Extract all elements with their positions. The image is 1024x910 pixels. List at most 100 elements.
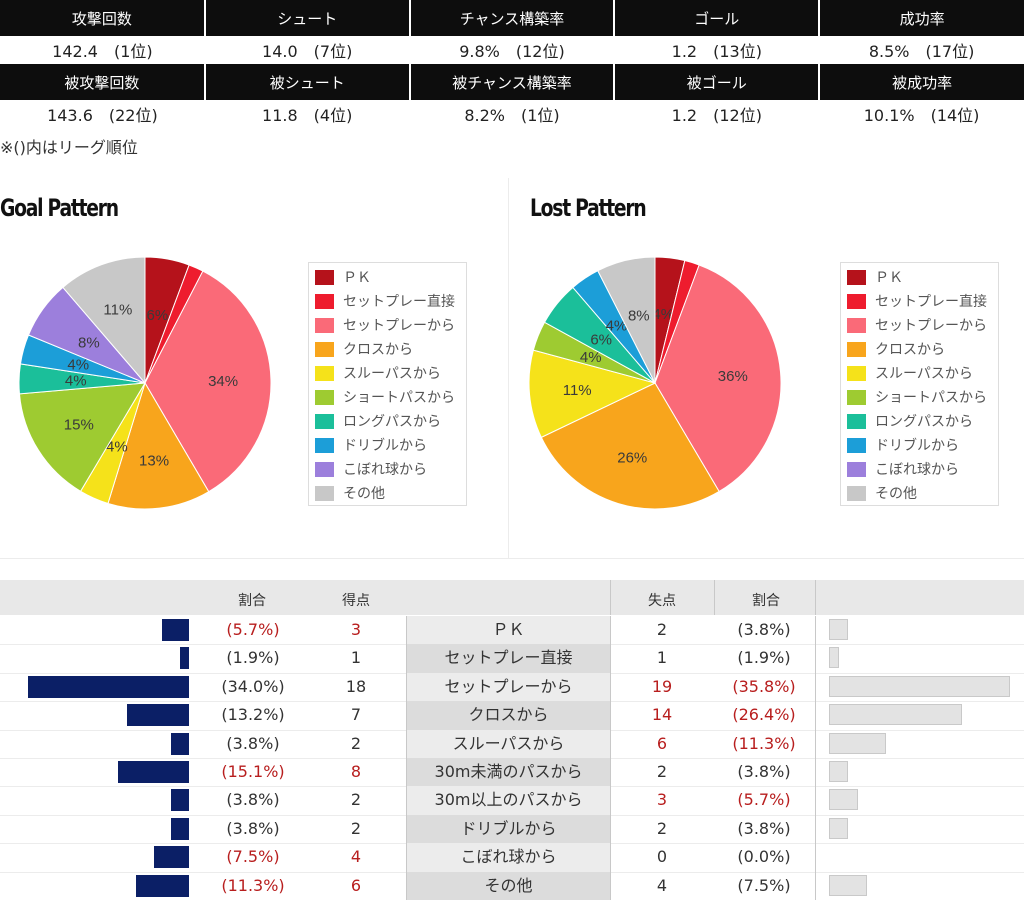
category-cell: スルーパスから bbox=[407, 729, 610, 758]
legend-item: こぼれ球から bbox=[847, 457, 959, 481]
goal-ratio-bar bbox=[28, 675, 189, 698]
legend-item: クロスから bbox=[315, 337, 413, 361]
legend-swatch bbox=[847, 413, 866, 429]
legend-swatch bbox=[315, 413, 334, 429]
legend-item: スルーパスから bbox=[315, 361, 441, 385]
stat-value: 1.2 (12位) bbox=[614, 100, 820, 128]
pie-slice-label: 4% bbox=[580, 349, 602, 366]
goal-pattern-title: Goal Pattern bbox=[0, 194, 119, 222]
lost-pattern-pie: 4%36%26%11%4%6%4%8% bbox=[528, 256, 782, 510]
conceded-cell: 2 bbox=[656, 620, 668, 639]
goal-pattern-pie: 6%34%13%4%15%4%4%8%11% bbox=[18, 256, 272, 510]
pie-slice-label: 11% bbox=[563, 382, 592, 399]
stat-header: ゴール bbox=[613, 0, 820, 36]
goals-cell: 8 bbox=[350, 762, 362, 781]
goal-ratio-cell: (7.5%) bbox=[226, 847, 280, 867]
legend-label: ドリブルから bbox=[343, 438, 427, 454]
conceded-cell: 4 bbox=[656, 875, 668, 895]
conceded-ratio-cell: (0.0%) bbox=[737, 847, 791, 867]
legend-swatch bbox=[847, 365, 866, 381]
stat-value: 142.4 (1位) bbox=[0, 36, 205, 64]
legend-item: ＰＫ bbox=[847, 265, 903, 289]
goals-cell: 18 bbox=[345, 676, 367, 696]
goal-ratio-bar bbox=[171, 817, 189, 840]
legend-swatch bbox=[315, 269, 334, 285]
goal-ratio-cell: (3.8%) bbox=[226, 818, 280, 838]
breakdown-header: 割合 得点 失点 割合 bbox=[0, 580, 1024, 615]
pie-slice bbox=[62, 256, 146, 385]
conceded-ratio-bar bbox=[829, 789, 858, 811]
stat-value: 10.1% (14位) bbox=[819, 100, 1024, 128]
goals-cell: 6 bbox=[350, 875, 362, 895]
conceded-ratio-cell: (7.5%) bbox=[737, 875, 791, 895]
pie-slice bbox=[654, 264, 782, 493]
stat-header: 被ゴール bbox=[613, 64, 820, 100]
legend-label: ＰＫ bbox=[875, 270, 903, 286]
legend-label: ロングパスから bbox=[875, 414, 973, 430]
legend-swatch bbox=[315, 365, 334, 381]
conceded-header: 失点 bbox=[648, 593, 676, 609]
goal-ratio-cell: (11.3%) bbox=[221, 875, 285, 895]
legend-label: ショートパスから bbox=[875, 390, 987, 406]
defense-value-row: 143.6 (22位) 11.8 (4位) 8.2% (1位) 1.2 (12位… bbox=[0, 100, 1024, 128]
rank-note: ※()内はリーグ順位 bbox=[0, 138, 138, 157]
pie-slice bbox=[107, 381, 210, 510]
goal-ratio-bar bbox=[162, 619, 189, 641]
pie-slice bbox=[18, 382, 146, 492]
conceded-ratio-bar bbox=[829, 732, 887, 754]
category-cell: ドリブルから bbox=[407, 814, 610, 844]
conceded-ratio-bar bbox=[829, 647, 839, 669]
attack-value-row: 142.4 (1位) 14.0 (7位) 9.8% (12位) 1.2 (13位… bbox=[0, 36, 1024, 64]
goals-cell: 3 bbox=[350, 620, 362, 639]
legend-item: ドリブルから bbox=[847, 433, 959, 457]
legend-label: ドリブルから bbox=[875, 438, 959, 454]
legend-item: セットプレーから bbox=[315, 313, 455, 337]
column-divider bbox=[815, 616, 816, 900]
goal-ratio-cell: (3.8%) bbox=[226, 790, 280, 810]
pie-slice-label: 8% bbox=[628, 308, 650, 325]
legend-swatch bbox=[847, 437, 866, 453]
legend-label: クロスから bbox=[343, 342, 413, 358]
legend-swatch bbox=[315, 485, 334, 501]
legend-item: セットプレーから bbox=[847, 313, 987, 337]
pie-slice-label: 8% bbox=[78, 334, 100, 351]
pie-slice-label: 6% bbox=[146, 307, 168, 324]
conceded-cell: 3 bbox=[656, 790, 668, 810]
legend-swatch bbox=[847, 317, 866, 333]
legend-swatch bbox=[847, 341, 866, 357]
goals-cell: 2 bbox=[350, 818, 362, 838]
category-cell: セットプレーから bbox=[407, 672, 610, 702]
legend-swatch bbox=[315, 317, 334, 333]
pie-slice-label: 26% bbox=[617, 450, 647, 467]
legend-item: ショートパスから bbox=[847, 385, 987, 409]
breakdown-row: (5.7%) 3 ＰＫ 2 (3.8%) bbox=[0, 616, 1024, 645]
legend-swatch bbox=[315, 437, 334, 453]
attack-header-row: 攻撃回数 シュート チャンス構築率 ゴール 成功率 bbox=[0, 0, 1024, 36]
defense-header-row: 被攻撃回数 被シュート 被チャンス構築率 被ゴール 被成功率 bbox=[0, 64, 1024, 100]
conceded-ratio-bar bbox=[829, 675, 1010, 697]
pie-slice-label: 34% bbox=[208, 373, 238, 390]
stat-value: 1.2 (13位) bbox=[614, 36, 820, 64]
stat-header: 被チャンス構築率 bbox=[408, 64, 615, 100]
goal-ratio-bar bbox=[126, 704, 189, 727]
goal-ratio-bar bbox=[153, 846, 189, 869]
legend-swatch bbox=[315, 461, 334, 477]
goal-ratio-cell: (5.7%) bbox=[226, 620, 280, 639]
conceded-cell: 2 bbox=[656, 818, 668, 838]
conceded-ratio-bar bbox=[829, 704, 963, 726]
goal-ratio-bar bbox=[180, 647, 189, 670]
pie-slice-label: 4% bbox=[106, 438, 128, 455]
category-cell: 30m以上のパスから bbox=[407, 786, 610, 815]
pie-slice-label: 4% bbox=[652, 306, 674, 323]
legend-swatch bbox=[847, 269, 866, 285]
breakdown-row: (34.0%) 18 セットプレーから 19 (35.8%) bbox=[0, 672, 1024, 702]
legend-item: ショートパスから bbox=[315, 385, 455, 409]
legend-label: クロスから bbox=[875, 342, 945, 358]
conceded-cell: 2 bbox=[656, 762, 668, 781]
conceded-ratio-cell: (1.9%) bbox=[737, 648, 791, 668]
goal-ratio-cell: (1.9%) bbox=[226, 648, 280, 668]
conceded-cell: 1 bbox=[656, 648, 668, 668]
legend-label: ＰＫ bbox=[343, 270, 371, 286]
stat-value: 11.8 (4位) bbox=[204, 100, 410, 128]
goal-ratio-cell: (34.0%) bbox=[221, 676, 285, 696]
